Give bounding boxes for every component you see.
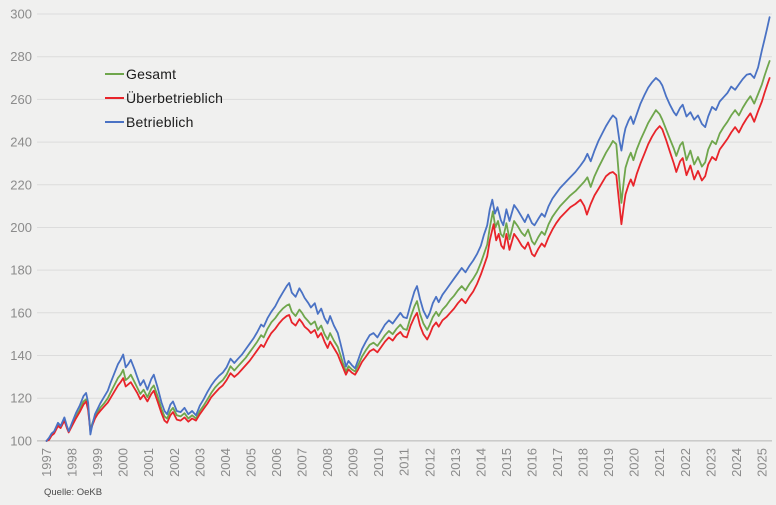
legend-label-betrieblich: Betrieblich — [126, 114, 194, 130]
series-line-betrieblich — [45, 16, 771, 442]
x-axis-label-2005: 2005 — [243, 448, 258, 477]
x-axis-label-2025: 2025 — [754, 448, 769, 477]
x-axis-label-2017: 2017 — [550, 448, 565, 477]
x-axis-label-2016: 2016 — [525, 448, 540, 477]
y-axis-label-160: 160 — [10, 305, 32, 320]
x-axis-label-2020: 2020 — [627, 448, 642, 477]
x-axis-label-2022: 2022 — [678, 448, 693, 477]
x-axis-label-2011: 2011 — [397, 448, 412, 476]
x-axis-label-2014: 2014 — [473, 448, 488, 477]
x-axis-label-2001: 2001 — [141, 448, 156, 477]
legend-swatch-betrieblich-icon — [105, 120, 124, 124]
legend-item-betrieblich: Betrieblich — [105, 110, 223, 134]
x-axis-label-2013: 2013 — [448, 448, 463, 477]
legend-swatch-ueberbetrieblich-icon — [105, 96, 124, 100]
y-axis-label-220: 220 — [10, 177, 32, 192]
y-axis-label-300: 300 — [10, 7, 32, 22]
legend-label-gesamt: Gesamt — [126, 66, 177, 82]
legend: Gesamt Überbetrieblich Betrieblich — [105, 62, 223, 134]
x-axis-label-1997: 1997 — [39, 448, 54, 477]
series-line-ueberbetrieblich — [45, 77, 771, 442]
y-axis-label-200: 200 — [10, 220, 32, 235]
legend-swatch-gesamt-icon — [105, 72, 124, 76]
x-axis-label-1999: 1999 — [90, 448, 105, 477]
series-line-gesamt — [45, 60, 771, 442]
y-axis-label-140: 140 — [10, 348, 32, 363]
y-axis-label-180: 180 — [10, 263, 32, 278]
x-axis-label-1998: 1998 — [65, 448, 80, 477]
y-axis-label-240: 240 — [10, 135, 32, 150]
x-axis-label-2012: 2012 — [422, 448, 437, 477]
x-axis-label-2003: 2003 — [192, 448, 207, 477]
legend-item-gesamt: Gesamt — [105, 62, 223, 86]
legend-label-ueberbetrieblich: Überbetrieblich — [126, 90, 224, 106]
x-axis-label-2008: 2008 — [320, 448, 335, 477]
x-axis-label-2006: 2006 — [269, 448, 284, 477]
x-axis-label-2015: 2015 — [499, 448, 514, 477]
legend-item-ueberbetrieblich: Überbetrieblich — [105, 86, 223, 110]
y-axis-label-100: 100 — [10, 433, 32, 448]
x-axis-label-2004: 2004 — [218, 448, 233, 477]
x-axis-label-2023: 2023 — [703, 448, 718, 477]
y-axis-label-280: 280 — [10, 49, 32, 64]
x-axis-label-2002: 2002 — [167, 448, 182, 477]
y-axis-label-120: 120 — [10, 391, 32, 406]
x-axis-label-2010: 2010 — [371, 448, 386, 477]
x-axis-label-2000: 2000 — [116, 448, 131, 477]
source-note: Quelle: OeKB — [44, 487, 103, 498]
x-axis-label-2018: 2018 — [576, 448, 591, 477]
x-axis-label-2007: 2007 — [295, 448, 310, 477]
x-axis-label-2009: 2009 — [346, 448, 361, 477]
x-axis-label-2024: 2024 — [729, 448, 744, 477]
x-axis-label-2019: 2019 — [601, 448, 616, 477]
y-axis-label-260: 260 — [10, 92, 32, 107]
x-axis-label-2021: 2021 — [652, 448, 667, 477]
